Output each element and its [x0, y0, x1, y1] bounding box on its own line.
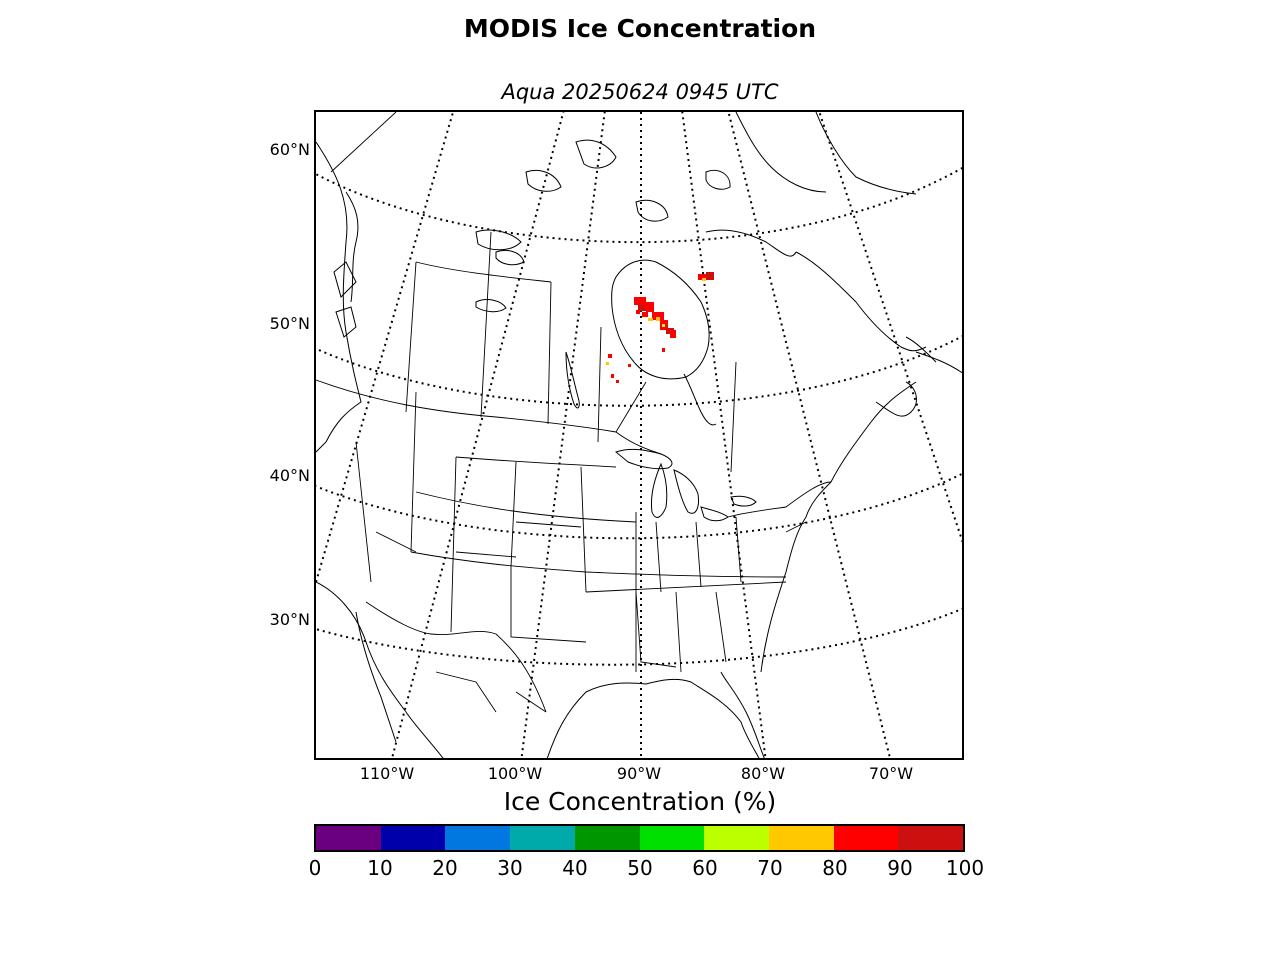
colorbar-tick-label: 50 — [627, 856, 653, 880]
ice-patch-hudson-east — [698, 272, 714, 281]
chart-title: MODIS Ice Concentration — [463, 14, 817, 43]
ice-concentration-pixels — [606, 272, 714, 383]
colorbar-tick-label: 10 — [367, 856, 393, 880]
ice-patch-hudson-west — [634, 297, 676, 338]
colorbar-segment — [639, 826, 705, 850]
colorbar-segment — [898, 826, 964, 850]
colorbar-tick-label: 40 — [562, 856, 588, 880]
lat-label-40: 40°N — [269, 466, 310, 485]
lat-label-30: 30°N — [269, 610, 310, 629]
colorbar-tick-label: 0 — [308, 856, 322, 880]
map-svg — [316, 112, 962, 758]
colorbar-tick-label: 80 — [822, 856, 848, 880]
lon-label-70: 70°W — [868, 764, 914, 783]
colorbar-segment — [704, 826, 769, 850]
colorbar-segment — [574, 826, 640, 850]
colorbar — [314, 824, 965, 852]
ice-patch-lake-winnipeg — [606, 348, 665, 383]
lon-label-90: 90°W — [616, 764, 662, 783]
colorbar-segment — [445, 826, 511, 850]
colorbar-segment — [316, 826, 381, 850]
colorbar-tick-label: 70 — [757, 856, 783, 880]
map-panel — [314, 110, 964, 760]
latitude-lines — [316, 166, 962, 666]
colorbar-label: Ice Concentration (%) — [503, 787, 777, 816]
lon-label-110: 110°W — [359, 764, 415, 783]
colorbar-tick-label: 20 — [432, 856, 458, 880]
lat-label-60: 60°N — [269, 140, 310, 159]
chart-subtitle: Aqua 20250624 0945 UTC — [501, 80, 779, 104]
lat-label-50: 50°N — [269, 314, 310, 333]
longitude-lines — [316, 112, 962, 758]
colorbar-tick-label: 30 — [497, 856, 523, 880]
colorbar-tick-label: 90 — [887, 856, 913, 880]
colorbar-segment — [768, 826, 834, 850]
lon-label-100: 100°W — [487, 764, 543, 783]
colorbar-segment — [510, 826, 575, 850]
colorbar-tick-label: 60 — [692, 856, 718, 880]
lon-label-80: 80°W — [740, 764, 786, 783]
borders — [316, 112, 832, 713]
colorbar-tick-label: 100 — [945, 856, 985, 880]
coastlines — [316, 112, 962, 758]
colorbar-segment — [380, 826, 446, 850]
colorbar-segment — [833, 826, 899, 850]
